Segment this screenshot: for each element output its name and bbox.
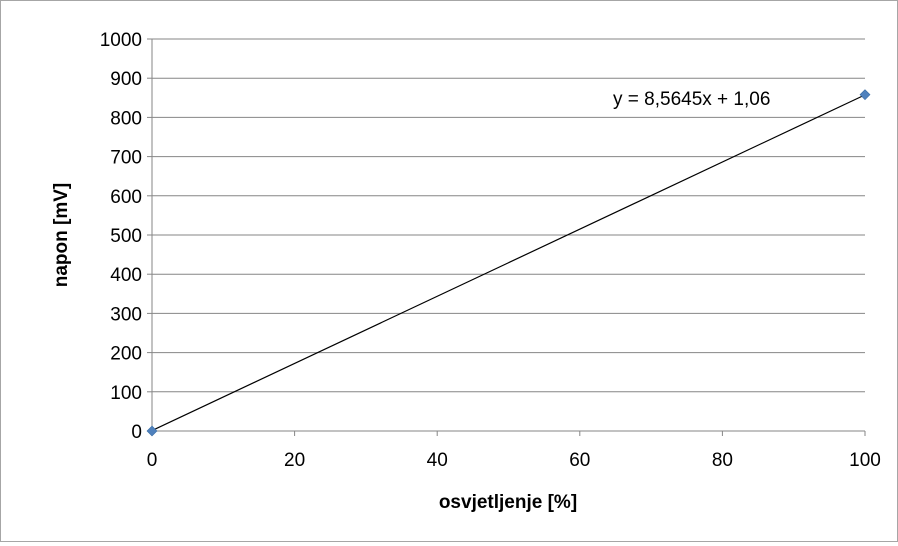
gridlines xyxy=(152,38,865,393)
y-tick-label-0: 0 xyxy=(131,422,142,443)
x-tick-label-100: 100 xyxy=(849,450,881,471)
y-tick-label-400: 400 xyxy=(110,265,142,286)
y-tick-label-500: 500 xyxy=(110,226,142,247)
trendline-equation: y = 8,5645x + 1,06 xyxy=(613,89,770,110)
y-tick-label-300: 300 xyxy=(110,304,142,325)
data-point-0-1 xyxy=(859,89,871,101)
y-tick-label-200: 200 xyxy=(110,344,142,365)
trendline xyxy=(151,94,866,432)
x-tick-label-80: 80 xyxy=(712,450,733,471)
x-tick-label-0: 0 xyxy=(147,450,158,471)
y-tick-label-100: 100 xyxy=(110,383,142,404)
y-tick-labels: 0 100 200 300 400 500 600 700 800 900 1000 xyxy=(100,30,142,443)
x-axis-title: osvjetljenje [%] xyxy=(439,492,577,513)
y-axis-title: napon [mV] xyxy=(51,183,72,288)
x-tick-labels: 0 20 40 60 80 100 xyxy=(147,450,881,471)
y-tick-label-600: 600 xyxy=(110,187,142,208)
axes xyxy=(147,38,866,436)
y-tick-label-800: 800 xyxy=(110,108,142,129)
x-tick-label-40: 40 xyxy=(427,450,448,471)
y-tick-label-700: 700 xyxy=(110,148,142,169)
x-tick-label-20: 20 xyxy=(284,450,305,471)
data-point-0-0 xyxy=(146,425,158,437)
y-tick-label-1000: 1000 xyxy=(100,30,142,51)
y-tick-label-900: 900 xyxy=(110,69,142,90)
x-tick-label-60: 60 xyxy=(569,450,590,471)
data-points xyxy=(146,89,871,437)
trendline-layer xyxy=(151,94,866,432)
